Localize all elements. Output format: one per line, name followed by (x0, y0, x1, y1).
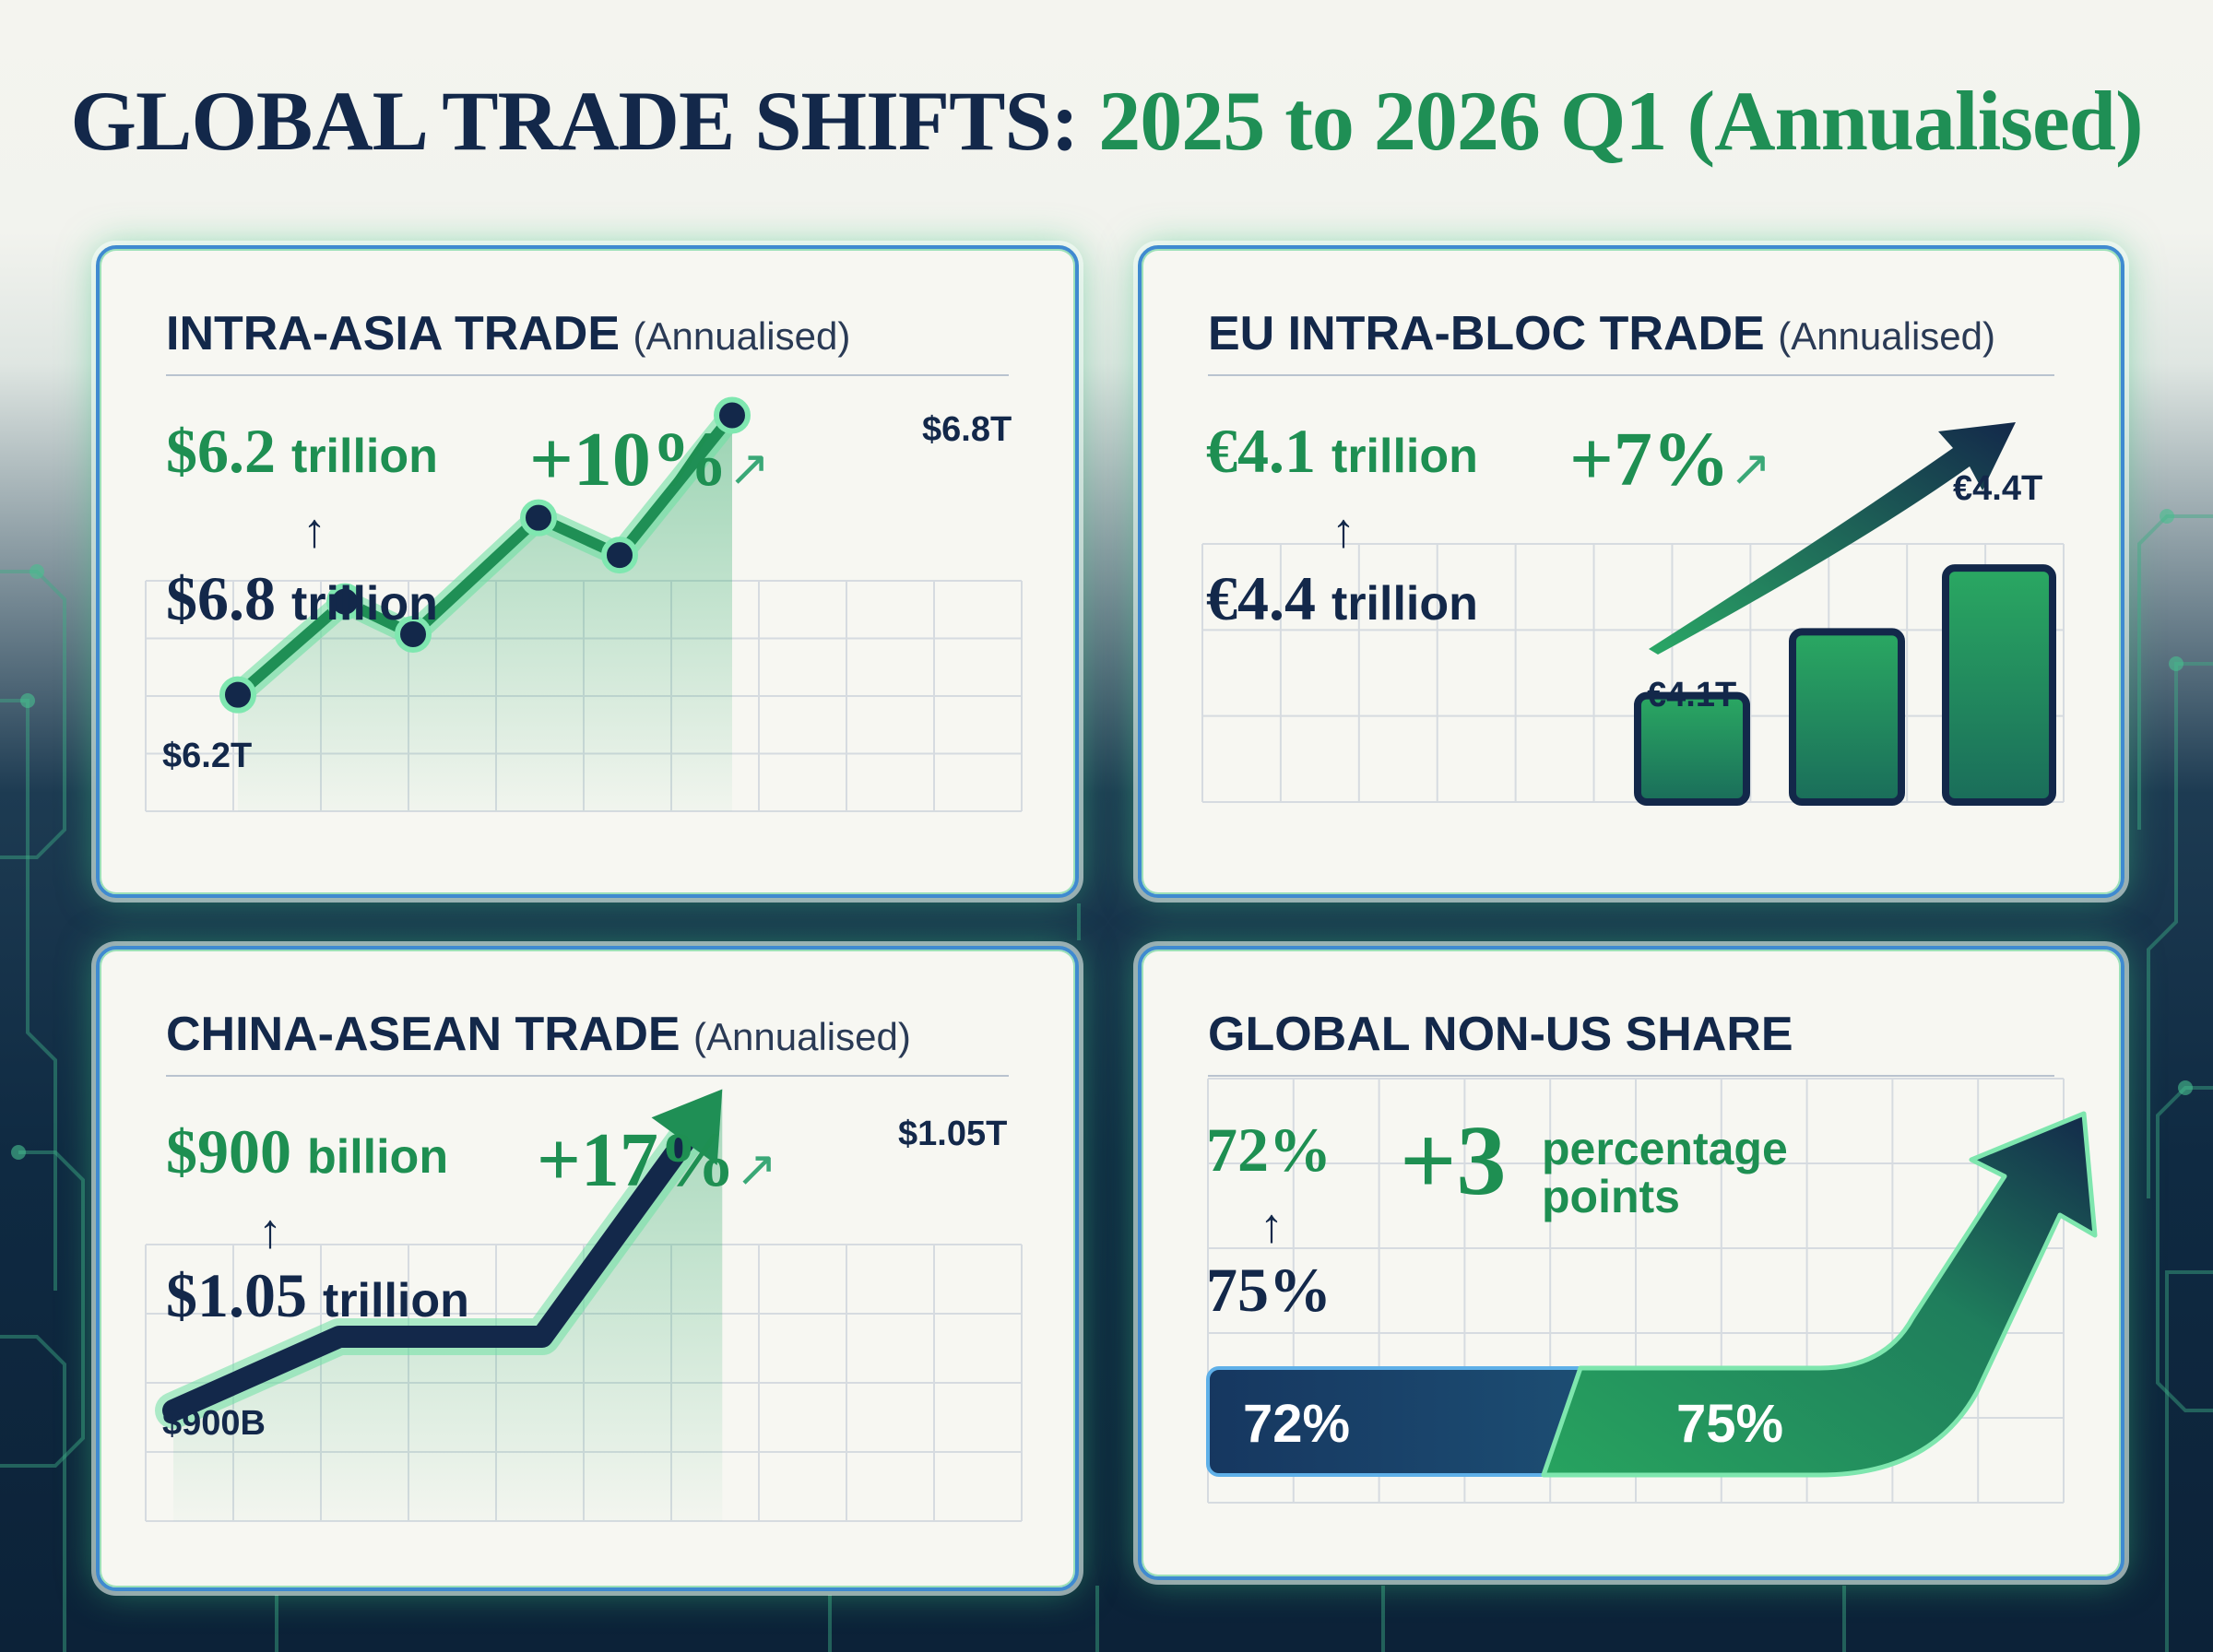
to-value: $1.05 trillion (166, 1259, 469, 1332)
intra-asia-line-chart: $6.2T $6.8T (145, 396, 1023, 812)
from-number: $900 (166, 1116, 291, 1186)
title-part-1: GLOBAL TRADE SHIFTS: (70, 74, 1079, 168)
bar-75-percent-arrow (1541, 1111, 2098, 1478)
panel-title: EU INTRA-BLOC TRADE (Annualised) (1208, 306, 1995, 361)
panel-title-text: GLOBAL NON-US SHARE (1208, 1008, 1793, 1061)
divider (166, 374, 1009, 376)
change-points: +3 (1400, 1106, 1507, 1216)
to-value: €4.4 trillion (1206, 562, 1478, 635)
to-unit: trillion (291, 577, 438, 631)
to-number: $6.8 (166, 563, 276, 633)
divider (166, 1075, 1009, 1077)
area-fill (238, 415, 732, 811)
panel-intra-asia: INTRA-ASIA TRADE (Annualised) $6.2T $6.8… (96, 245, 1079, 898)
data-point (219, 676, 256, 714)
change-unit-line-2: points (1542, 1171, 1680, 1222)
title-part-2: 2025 to 2026 Q1 (Annualised) (1098, 74, 2143, 168)
series-line (234, 411, 737, 700)
data-point (395, 616, 432, 653)
share-bar-chart: 72% 75% (1206, 1078, 2098, 1504)
change-unit-line-1: percentage (1542, 1123, 1788, 1174)
divider (1208, 1075, 2054, 1077)
data-point (326, 583, 363, 620)
panel-title-text: EU INTRA-BLOC TRADE (1208, 307, 1765, 360)
to-value: 75% (1206, 1255, 1331, 1325)
change-value: +7% (1569, 417, 1730, 502)
change-percent: +10%↗ (529, 415, 770, 504)
change-percent: +17%↗ (537, 1115, 777, 1205)
panel-eu-intra-bloc: EU INTRA-BLOC TRADE (Annualised) €4.1T €… (1138, 245, 2124, 898)
start-label: $6.2T (162, 737, 252, 775)
up-arrow-icon: ↑ (302, 504, 326, 558)
end-label: €4.4T (1953, 469, 2042, 508)
bar (1789, 628, 1905, 806)
start-label: $900B (162, 1404, 266, 1443)
change-percent: +7%↗ (1569, 415, 1771, 504)
eu-bar-chart: €4.1T €4.4T (1201, 422, 2065, 806)
change-unit: percentage points (1542, 1125, 1788, 1221)
change-value: +10% (529, 417, 728, 502)
trend-arrow-icon (1649, 422, 2016, 655)
bar-to-label: 75% (1676, 1394, 1783, 1454)
series-line (162, 1123, 701, 1422)
from-value: $6.2 trillion (166, 415, 438, 488)
data-point (714, 396, 751, 434)
to-unit: trillion (323, 1274, 469, 1328)
china-asean-line-chart: $900B $1.05T (145, 1089, 1023, 1522)
divider (1208, 374, 2054, 376)
page-title: GLOBAL TRADE SHIFTS: 2025 to 2026 Q1 (An… (0, 72, 2213, 170)
from-number: $6.2 (166, 416, 276, 486)
from-value: €4.1 trillion (1206, 415, 1478, 488)
panel-title-text: INTRA-ASIA TRADE (166, 307, 621, 360)
area-fill (173, 1089, 723, 1521)
panel-title: CHINA-ASEAN TRADE (Annualised) (166, 1007, 911, 1062)
to-unit: trillion (1331, 577, 1478, 631)
from-unit: trillion (1331, 430, 1478, 483)
data-point (601, 537, 638, 574)
from-number: €4.1 (1206, 416, 1316, 486)
panel-subtitle: (Annualised) (693, 1015, 911, 1058)
from-value: 72% (1206, 1115, 1331, 1185)
panel-subtitle: (Annualised) (633, 314, 851, 358)
arrowhead-icon (651, 1089, 723, 1165)
panel-china-asean: CHINA-ASEAN TRADE (Annualised) $900B $1.… (96, 946, 1079, 1591)
bar-from-label: 72% (1243, 1394, 1350, 1454)
to-number: $1.05 (166, 1260, 307, 1330)
panel-title-text: CHINA-ASEAN TRADE (166, 1008, 680, 1061)
trend-up-icon: ↗ (735, 1139, 778, 1198)
up-arrow-icon: ↑ (1331, 504, 1355, 558)
data-point (520, 499, 557, 537)
up-arrow-icon: ↑ (258, 1205, 282, 1258)
panel-title: GLOBAL NON-US SHARE (1208, 1007, 1793, 1062)
panel-title: INTRA-ASIA TRADE (Annualised) (166, 306, 850, 361)
to-value: $6.8 trillion (166, 562, 438, 635)
from-value: $900 billion (166, 1115, 448, 1188)
start-label: €4.1T (1647, 676, 1736, 714)
bar (1634, 691, 1750, 806)
panel-non-us-share: GLOBAL NON-US SHARE 72% 75% 72% ↑ 75% +3… (1138, 946, 2124, 1580)
change-value: +17% (537, 1117, 736, 1203)
from-unit: trillion (291, 430, 438, 483)
up-arrow-icon: ↑ (1260, 1199, 1284, 1253)
trend-up-icon: ↗ (728, 439, 771, 497)
from-unit: billion (307, 1130, 449, 1184)
to-number: €4.4 (1206, 563, 1316, 633)
trend-up-icon: ↗ (1729, 439, 1772, 497)
bar (1942, 564, 2056, 806)
end-label: $1.05T (898, 1115, 1007, 1153)
panel-subtitle: (Annualised) (1778, 314, 1996, 358)
end-label: $6.8T (922, 410, 1012, 449)
